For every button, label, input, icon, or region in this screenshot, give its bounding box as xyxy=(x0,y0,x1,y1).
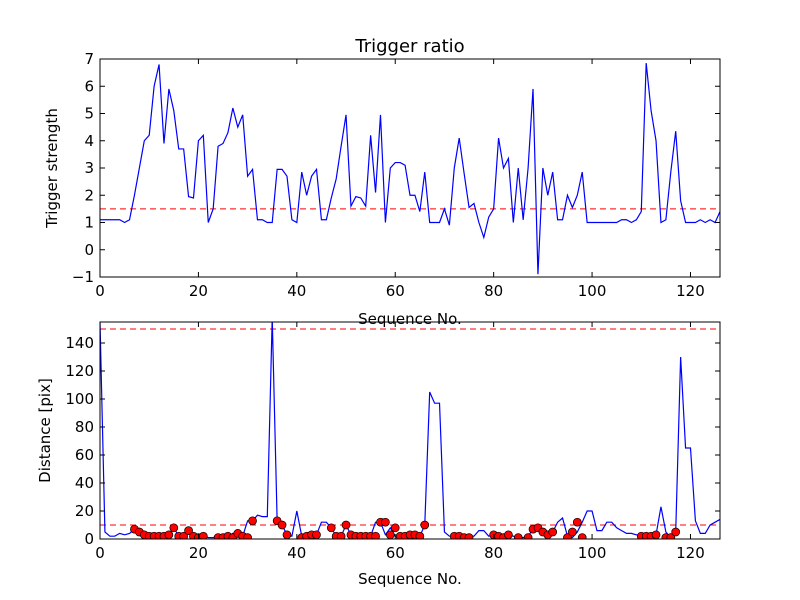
x-tick-label: 100 xyxy=(578,544,607,562)
data-point-marker xyxy=(381,517,390,527)
data-point-marker xyxy=(198,531,208,539)
data-point-marker xyxy=(371,531,380,539)
x-tick-label: 20 xyxy=(189,544,208,562)
x-tick-label: 0 xyxy=(95,544,105,562)
y-tick-label: 40 xyxy=(75,474,94,492)
data-point-marker xyxy=(651,530,661,539)
y-axis-label: Distance [pix] xyxy=(36,378,54,483)
distance-ticks: 0 20 40 60 80 100 120 0 20 40 60 80 100 120 140 xyxy=(65,322,720,562)
data-point-marker xyxy=(312,530,321,539)
x-tick-label: 120 xyxy=(676,282,705,300)
data-point-marker xyxy=(464,533,474,539)
data-point-marker xyxy=(169,523,179,533)
series-line xyxy=(100,63,720,275)
data-point-marker xyxy=(504,530,513,539)
data-point-marker xyxy=(572,517,582,527)
x-tick-label: 120 xyxy=(676,544,705,562)
x-tick-label: 100 xyxy=(578,282,607,300)
x-tick-label: 20 xyxy=(189,282,208,300)
y-tick-label: 0 xyxy=(84,530,94,548)
x-tick-label: 40 xyxy=(287,282,306,300)
y-tick-label: 60 xyxy=(75,446,94,464)
y-tick-label: 120 xyxy=(65,362,94,380)
data-point-marker xyxy=(415,531,425,539)
y-tick-label: 6 xyxy=(84,77,94,95)
data-point-marker xyxy=(282,530,292,539)
y-tick-label: 100 xyxy=(65,390,94,408)
y-tick-label: 3 xyxy=(84,159,94,177)
data-point-marker xyxy=(179,531,188,539)
data-point-marker xyxy=(277,520,287,530)
y-tick-label: 80 xyxy=(75,418,94,436)
data-point-marker xyxy=(513,533,523,539)
y-tick-label: 140 xyxy=(65,334,94,352)
y-tick-label: 5 xyxy=(84,105,94,123)
data-point-marker xyxy=(671,527,681,537)
x-axis-label: Sequence No. xyxy=(358,310,462,328)
x-tick-label: 60 xyxy=(386,282,405,300)
data-point-marker xyxy=(420,520,430,530)
distance-chart: 0 20 40 60 80 100 120 0 20 40 60 80 100 120 140 Sequen… xyxy=(36,321,721,588)
data-point-marker xyxy=(243,533,252,539)
x-tick-label: 60 xyxy=(386,544,405,562)
data-point-marker xyxy=(548,527,558,537)
data-point-marker xyxy=(336,531,346,539)
trigger-axes-frame xyxy=(99,58,721,278)
y-tick-label: 1 xyxy=(84,214,94,232)
distance-axes-frame xyxy=(99,321,721,540)
data-point-marker xyxy=(326,523,336,533)
trigger-plot-area xyxy=(100,63,720,275)
data-point-marker xyxy=(523,533,533,539)
data-point-marker xyxy=(385,530,395,539)
x-tick-label: 80 xyxy=(484,282,503,300)
data-point-marker xyxy=(164,530,174,539)
data-point-marker xyxy=(248,516,257,526)
y-tick-label: 7 xyxy=(84,50,94,68)
y-tick-label: 20 xyxy=(75,502,94,520)
x-tick-label: 80 xyxy=(484,544,503,562)
y-tick-label: 0 xyxy=(84,241,94,259)
data-point-marker xyxy=(568,527,577,537)
x-tick-label: 40 xyxy=(287,544,306,562)
y-tick-label: 2 xyxy=(84,186,94,204)
x-axis-label: Sequence No. xyxy=(358,570,462,588)
data-point-marker xyxy=(184,526,193,535)
y-tick-label: −1 xyxy=(72,268,94,286)
x-tick-label: 0 xyxy=(95,282,105,300)
y-axis-label: Trigger strength xyxy=(43,108,61,229)
data-point-marker xyxy=(577,533,587,539)
y-tick-label: 4 xyxy=(84,132,94,150)
chart-title: Trigger ratio xyxy=(354,36,464,57)
data-point-marker xyxy=(390,523,400,533)
data-point-marker xyxy=(341,520,351,530)
